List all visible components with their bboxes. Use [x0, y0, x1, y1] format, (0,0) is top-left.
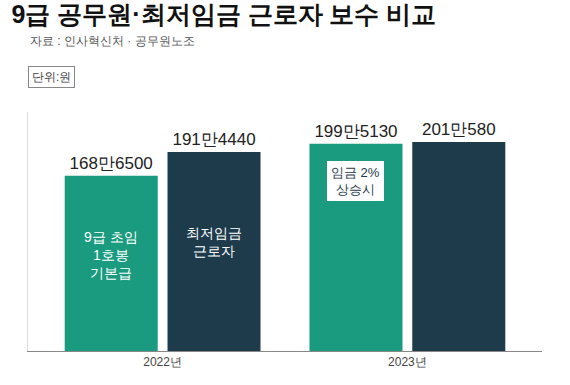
svg-text:2023년: 2023년: [388, 355, 427, 369]
svg-text:자료 : 인사혁신처 · 공무원노조: 자료 : 인사혁신처 · 공무원노조: [30, 34, 195, 48]
svg-text:9급 초임1호봉기본급: 9급 초임1호봉기본급: [84, 229, 138, 281]
svg-text:191만4440: 191만4440: [172, 130, 255, 149]
svg-text:9급 공무원·최저임금 근로자 보수 비교: 9급 공무원·최저임금 근로자 보수 비교: [11, 0, 436, 28]
svg-text:단위:원: 단위:원: [32, 70, 71, 84]
svg-text:임금 2%상승시: 임금 2%상승시: [331, 165, 380, 197]
svg-text:201만580: 201만580: [422, 120, 496, 139]
svg-text:2022년: 2022년: [143, 355, 182, 369]
svg-text:168만6500: 168만6500: [70, 154, 153, 173]
svg-text:최저임금근로자: 최저임금근로자: [186, 225, 242, 259]
svg-text:199만5130: 199만5130: [314, 122, 397, 141]
